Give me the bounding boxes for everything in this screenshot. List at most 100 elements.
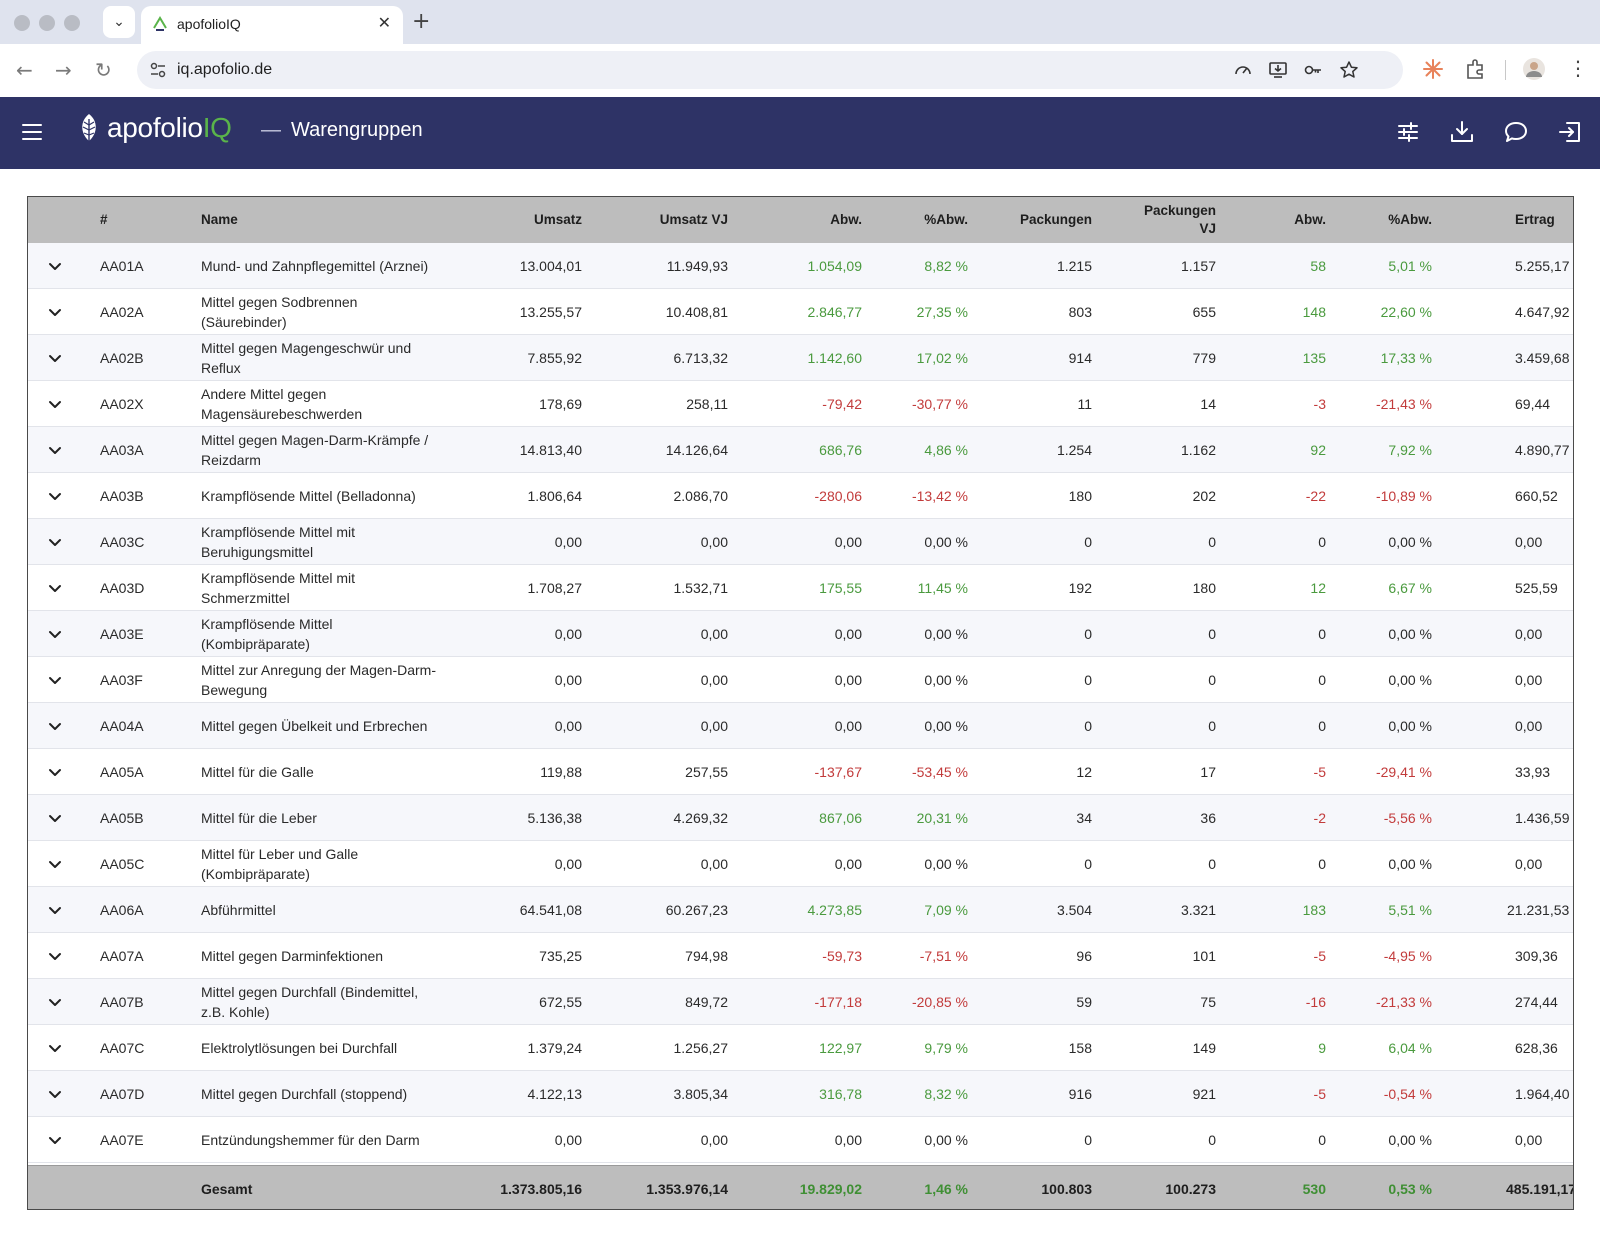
row-name: Mittel gegen Durchfall (Bindemittel, z.B…: [201, 983, 419, 1020]
row-umsatz: 13.004,01: [519, 257, 582, 274]
expand-row-chevron-icon[interactable]: [47, 580, 63, 596]
table-row[interactable]: AA05C Mittel für Leber und Galle (Kombipr…: [28, 841, 1573, 887]
tab-search-button[interactable]: ⌄: [103, 6, 135, 38]
table-row[interactable]: AA03B Krampflösende Mittel (Belladonna) 1.…: [28, 473, 1573, 519]
brand-main-text: apofolio: [107, 112, 203, 143]
expand-row-chevron-icon[interactable]: [47, 764, 63, 780]
extension-sparkle-icon[interactable]: [1421, 57, 1445, 81]
table-row[interactable]: AA04A Mittel gegen Übelkeit und Erbrechen…: [28, 703, 1573, 749]
column-header-packungen-vj[interactable]: Packungen VJ: [1143, 203, 1216, 236]
expand-row-chevron-icon[interactable]: [47, 396, 63, 412]
row-abw: -79,42: [822, 395, 862, 412]
expand-row-chevron-icon[interactable]: [47, 350, 63, 366]
table-row[interactable]: AA03C Krampflösende Mittel mit Beruhigung…: [28, 519, 1573, 565]
row-packungen: 0: [1084, 855, 1092, 872]
row-ertrag: 4.890,77: [1515, 441, 1570, 458]
row-packungen: 180: [1068, 487, 1092, 504]
column-header-ertrag[interactable]: Ertrag: [1515, 212, 1555, 227]
expand-row-chevron-icon[interactable]: [47, 902, 63, 918]
table-row[interactable]: AA03F Mittel zur Anregung der Magen-Darm-…: [28, 657, 1573, 703]
table-row[interactable]: AA07A Mittel gegen Darminfektionen 735,25 7…: [28, 933, 1573, 979]
table-row[interactable]: AA02A Mittel gegen Sodbrennen (Säurebinde…: [28, 289, 1573, 335]
maximize-window-button[interactable]: [64, 15, 80, 31]
table-row[interactable]: AA03D Krampflösende Mittel mit Schmerzmit…: [28, 565, 1573, 611]
expand-row-chevron-icon[interactable]: [47, 488, 63, 504]
hamburger-menu-icon[interactable]: [22, 124, 42, 140]
column-header-abw[interactable]: Abw.: [830, 212, 862, 227]
site-info-icon[interactable]: [149, 61, 167, 79]
expand-row-chevron-icon[interactable]: [47, 534, 63, 550]
expand-row-chevron-icon[interactable]: [47, 718, 63, 734]
column-header-packungen-abw[interactable]: Abw.: [1294, 212, 1326, 227]
brand-accent-text: IQ: [202, 112, 232, 143]
table-row[interactable]: AA07C Elektrolytlösungen bei Durchfall 1.3…: [28, 1025, 1573, 1071]
tab-close-icon[interactable]: ✕: [377, 13, 391, 32]
browser-tab-active[interactable]: apofolioIQ ✕: [141, 6, 403, 44]
profile-avatar[interactable]: [1522, 57, 1546, 81]
table-row[interactable]: AA05B Mittel für die Leber 5.136,38 4.269,3…: [28, 795, 1573, 841]
row-pabw: 8,82 %: [924, 257, 968, 274]
performance-icon[interactable]: [1233, 60, 1253, 80]
row-umsatz-vj: 1.532,71: [673, 579, 729, 596]
extensions-puzzle-icon[interactable]: [1463, 57, 1487, 81]
column-header-number[interactable]: #: [100, 212, 108, 227]
reload-icon[interactable]: ↻: [95, 58, 112, 82]
expand-row-chevron-icon[interactable]: [47, 1040, 63, 1056]
row-pk-abw: 0: [1318, 1131, 1326, 1148]
table-row[interactable]: AA02X Andere Mittel gegen Magensäurebesch…: [28, 381, 1573, 427]
table-row[interactable]: AA05A Mittel für die Galle 119,88 257,55 -13…: [28, 749, 1573, 795]
row-pk-abw: -2: [1313, 809, 1326, 826]
filter-sliders-icon[interactable]: [1395, 119, 1421, 145]
new-tab-button[interactable]: +: [412, 9, 431, 34]
expand-row-chevron-icon[interactable]: [47, 442, 63, 458]
expand-row-chevron-icon[interactable]: [47, 1086, 63, 1102]
table-row[interactable]: AA01A Mund- und Zahnpflegemittel (Arznei)…: [28, 243, 1573, 289]
minimize-window-button[interactable]: [39, 15, 55, 31]
password-key-icon[interactable]: [1303, 60, 1323, 80]
table-row[interactable]: AA03E Krampflösende Mittel (Kombipräparat…: [28, 611, 1573, 657]
row-code: AA04A: [100, 717, 144, 734]
table-row[interactable]: AA07D Mittel gegen Durchfall (stoppend) 4.…: [28, 1071, 1573, 1117]
forward-arrow-icon[interactable]: →: [55, 58, 72, 82]
expand-row-chevron-icon[interactable]: [47, 304, 63, 320]
table-row[interactable]: AA02B Mittel gegen Magengeschwür und Refl…: [28, 335, 1573, 381]
expand-row-chevron-icon[interactable]: [47, 810, 63, 826]
expand-row-chevron-icon[interactable]: [47, 1132, 63, 1148]
logout-icon[interactable]: [1557, 119, 1583, 145]
row-pk-abw: -5: [1313, 763, 1326, 780]
expand-row-chevron-icon[interactable]: [47, 258, 63, 274]
row-pabw: 0,00 %: [924, 1131, 968, 1148]
title-separator: —: [261, 119, 281, 141]
row-name: Mittel gegen Magen-Darm-Krämpfe / Reizda…: [201, 431, 429, 468]
table-row[interactable]: AA07E Entzündungshemmer für den Darm 0,00 0…: [28, 1117, 1573, 1163]
column-header-pct-abw[interactable]: %Abw.: [924, 212, 968, 227]
download-icon[interactable]: [1449, 119, 1475, 145]
row-umsatz: 7.855,92: [527, 349, 583, 366]
close-window-button[interactable]: [14, 15, 30, 31]
browser-menu-icon[interactable]: ⋮: [1568, 56, 1588, 80]
table-row[interactable]: AA03A Mittel gegen Magen-Darm-Krämpfe / R…: [28, 427, 1573, 473]
chat-bubble-icon[interactable]: [1503, 119, 1529, 145]
address-bar[interactable]: iq.apofolio.de: [137, 51, 1403, 89]
table-row[interactable]: AA06A Abführmittel 64.541,08 60.267,23 4.273…: [28, 887, 1573, 933]
expand-row-chevron-icon[interactable]: [47, 672, 63, 688]
column-header-packungen[interactable]: Packungen: [1019, 212, 1092, 227]
brand-logo[interactable]: apofolioIQ: [107, 112, 232, 144]
column-header-name[interactable]: Name: [201, 212, 238, 227]
table-row[interactable]: AA07B Mittel gegen Durchfall (Bindemittel…: [28, 979, 1573, 1025]
install-app-icon[interactable]: [1268, 60, 1288, 80]
expand-row-chevron-icon[interactable]: [47, 948, 63, 964]
row-umsatz-vj: 1.256,27: [673, 1039, 729, 1056]
column-header-umsatz[interactable]: Umsatz: [533, 212, 582, 227]
row-umsatz-vj: 6.713,32: [673, 349, 729, 366]
column-header-packungen-pct-abw[interactable]: %Abw.: [1388, 212, 1432, 227]
row-packungen-vj: 180: [1192, 579, 1216, 596]
row-umsatz-vj: 2.086,70: [673, 487, 729, 504]
bookmark-star-icon[interactable]: [1339, 60, 1359, 80]
expand-row-chevron-icon[interactable]: [47, 626, 63, 642]
expand-row-chevron-icon[interactable]: [47, 994, 63, 1010]
expand-row-chevron-icon[interactable]: [47, 856, 63, 872]
back-arrow-icon[interactable]: ←: [16, 58, 33, 82]
column-header-umsatz-vj[interactable]: Umsatz VJ: [659, 212, 728, 227]
row-pk-pabw: 0,00 %: [1388, 855, 1432, 872]
